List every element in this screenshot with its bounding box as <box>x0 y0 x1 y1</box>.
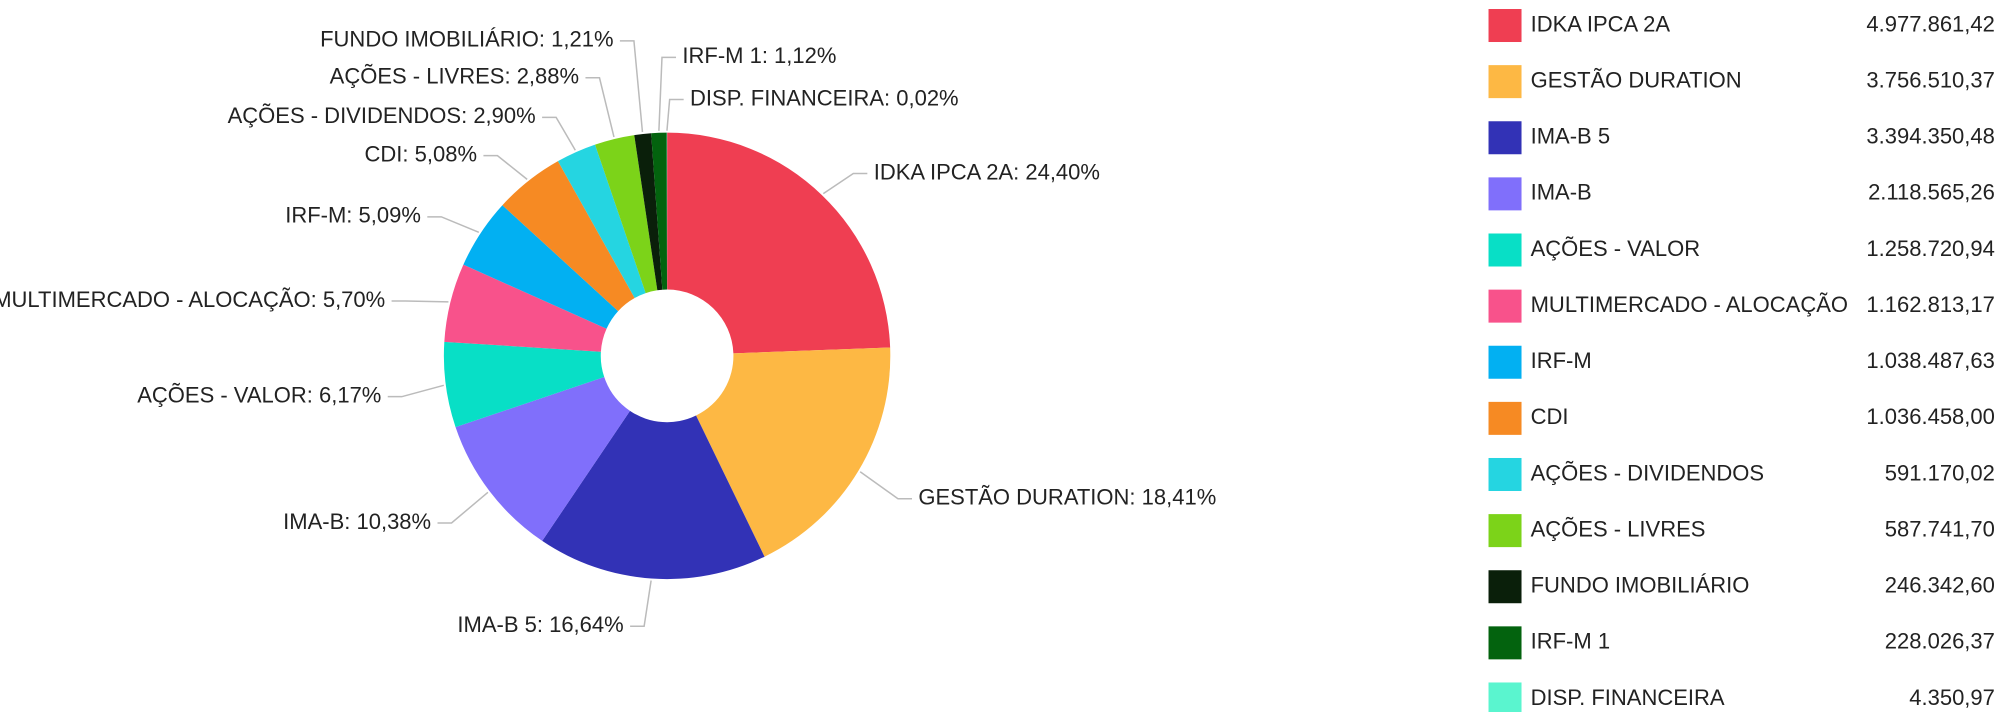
legend-swatch <box>1488 233 1522 267</box>
legend-swatch <box>1488 9 1522 43</box>
legend-label: DISP. FINANCEIRA <box>1531 685 1725 710</box>
legend-label: MULTIMERCADO - ALOCAÇÃO <box>1531 292 1848 317</box>
pie-slice <box>667 132 891 354</box>
leader-line <box>822 172 868 195</box>
legend-swatch <box>1488 65 1522 99</box>
slice-label: AÇÕES - LIVRES: 2,88% <box>330 64 579 89</box>
legend-amount: 1.036.458,00 <box>1866 404 1994 429</box>
pie-slice <box>557 144 646 299</box>
pie-slice <box>455 377 630 541</box>
legend-label: IMA-B <box>1531 180 1592 205</box>
legend-label: CDI <box>1531 404 1569 429</box>
slice-label: IDKA IPCA 2A: 24,40% <box>874 159 1100 184</box>
legend-label: AÇÕES - VALOR <box>1531 236 1701 261</box>
slice-label: MULTIMERCADO - ALOCAÇÃO: 5,70% <box>0 287 385 312</box>
legend-amount: 246.342,60 <box>1885 573 1995 598</box>
slice-label: IMA-B 5: 16,64% <box>457 612 623 637</box>
legend-label: IRF-M <box>1531 348 1592 373</box>
legend-amount: 228.026,37 <box>1885 629 1995 654</box>
legend-amount: 1.258.720,94 <box>1866 236 1994 261</box>
legend-label: IDKA IPCA 2A <box>1531 11 1671 36</box>
legend-amount: 2.118.565,26 <box>1868 180 1995 205</box>
slice-label: IRF-M 1: 1,12% <box>682 43 836 68</box>
legend-label: IRF-M 1 <box>1531 629 1610 654</box>
slice-label: GESTÃO DURATION: 18,41% <box>918 485 1216 510</box>
legend-label: AÇÕES - LIVRES <box>1531 516 1706 541</box>
legend-swatch <box>1488 401 1522 435</box>
pie-slice <box>696 347 891 557</box>
pie-slice <box>542 410 765 580</box>
pie-slice <box>634 133 663 291</box>
pie-slice <box>443 341 605 428</box>
pie-slice <box>444 264 607 352</box>
legend-swatch <box>1488 289 1522 323</box>
slice-label: AÇÕES - DIVIDENDOS: 2,90% <box>228 103 536 128</box>
legend-swatch <box>1488 514 1522 548</box>
leader-line <box>585 77 615 138</box>
legend-label: AÇÕES - DIVIDENDOS <box>1531 460 1764 485</box>
legend-swatch <box>1488 626 1522 660</box>
pie-slice <box>502 161 635 312</box>
slice-label: FUNDO IMOBILIÁRIO: 1,21% <box>320 27 613 52</box>
slice-label: IRF-M: 5,09% <box>285 203 421 228</box>
legend-amount: 4.977.861,42 <box>1866 11 1994 36</box>
leader-line <box>483 154 528 180</box>
pie-slice <box>595 135 658 294</box>
legend-amount: 1.162.813,17 <box>1866 292 1994 317</box>
leader-line <box>391 300 449 303</box>
legend-label: FUNDO IMOBILIÁRIO <box>1531 573 1750 598</box>
leader-line <box>658 56 677 131</box>
legend-swatch <box>1488 121 1522 155</box>
legend-swatch <box>1488 570 1522 604</box>
leader-line <box>437 491 489 524</box>
legend-amount: 587.741,70 <box>1885 516 1995 541</box>
leader-line <box>666 98 684 131</box>
legend-swatch <box>1488 457 1522 491</box>
legend-label: IMA-B 5 <box>1531 124 1610 149</box>
leader-line <box>619 40 644 133</box>
leader-line <box>387 384 445 398</box>
leader-line <box>427 216 480 233</box>
slice-label: CDI: 5,08% <box>365 141 478 166</box>
slice-label: IMA-B: 10,38% <box>283 509 431 534</box>
pie-slice <box>463 205 619 329</box>
legend-amount: 3.394.350,48 <box>1866 124 1994 149</box>
legend-swatch <box>1488 682 1522 712</box>
legend-swatch <box>1488 345 1522 379</box>
leader-line <box>542 116 576 151</box>
leader-line <box>630 580 652 628</box>
leader-line <box>859 471 912 500</box>
legend-amount: 591.170,02 <box>1885 460 1995 485</box>
slice-label: AÇÕES - VALOR: 6,17% <box>137 382 381 407</box>
legend-amount: 3.756.510,37 <box>1866 67 1994 92</box>
slice-label: DISP. FINANCEIRA: 0,02% <box>690 85 959 110</box>
legend-amount: 1.038.487,63 <box>1866 348 1994 373</box>
legend-amount: 4.350,97 <box>1909 685 1995 710</box>
legend-swatch <box>1488 177 1522 211</box>
pie-slice <box>651 132 668 290</box>
legend-label: GESTÃO DURATION <box>1531 67 1742 92</box>
